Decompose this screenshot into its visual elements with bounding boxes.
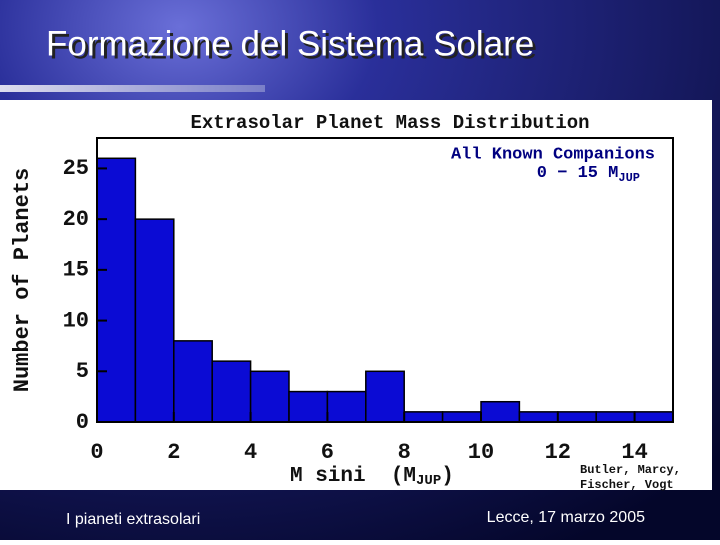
y-tick-label: 15 — [63, 258, 89, 283]
x-tick-label: 14 — [621, 440, 647, 465]
annotation: 0 − 15 MJUP — [537, 164, 640, 185]
y-axis-label: Number of Planets — [10, 168, 35, 392]
credit: Fischer, Vogt — [580, 478, 674, 492]
x-label-main: M sini (M — [290, 465, 416, 488]
y-tick-label: 5 — [76, 359, 89, 384]
bar — [403, 411, 444, 423]
y-tick-label: 20 — [63, 207, 89, 232]
bar — [633, 411, 674, 423]
x-label-end: ) — [441, 465, 454, 488]
bar — [595, 411, 636, 423]
x-tick-label: 10 — [468, 440, 494, 465]
x-tick-label: 12 — [545, 440, 571, 465]
bar — [96, 157, 137, 423]
bar — [249, 370, 290, 423]
bar — [518, 411, 559, 423]
footer-left: I pianeti extrasolari — [66, 511, 200, 528]
slide-title: Formazione del Sistema Solare — [46, 24, 534, 63]
x-axis-label: M sini (MJUP) — [290, 465, 454, 489]
x-tick-label: 4 — [244, 440, 257, 465]
chart-title: Extrasolar Planet Mass Distribution — [190, 112, 589, 134]
title-rule — [0, 85, 265, 92]
y-tick-label: 0 — [76, 410, 89, 435]
x-tick-label: 6 — [321, 440, 334, 465]
bar — [173, 340, 213, 423]
y-tick-label: 25 — [63, 156, 89, 181]
bar — [441, 411, 482, 423]
credit: Butler, Marcy, — [580, 463, 681, 477]
annotation-main: 0 − 15 M — [537, 164, 619, 183]
footer-right: Lecce, 17 marzo 2005 — [487, 509, 645, 526]
y-tick-label: 10 — [63, 308, 89, 333]
title-shadow: Formazione del Sistema Solare — [49, 27, 537, 66]
x-tick-label: 0 — [90, 440, 103, 465]
x-tick-label: 8 — [398, 440, 411, 465]
bar — [480, 400, 521, 423]
plot-frame — [96, 137, 674, 423]
annotation: All Known Companions — [451, 145, 655, 164]
x-label-sub: JUP — [416, 473, 441, 489]
x-tick-label: 2 — [167, 440, 180, 465]
bar — [211, 360, 252, 423]
bar — [288, 390, 329, 423]
bar — [365, 370, 405, 423]
annotation-sub: JUP — [618, 171, 640, 185]
bar — [134, 218, 175, 423]
chart: 0 5 10 15 20 25 0 2 4 6 8 10 12 14 Extrasolar Planet M… — [10, 112, 681, 492]
bar — [557, 411, 597, 423]
bar — [326, 390, 367, 423]
